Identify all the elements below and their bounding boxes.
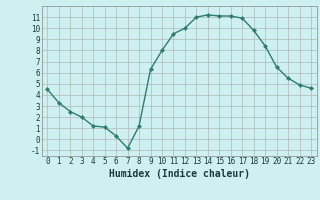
X-axis label: Humidex (Indice chaleur): Humidex (Indice chaleur) (109, 169, 250, 179)
